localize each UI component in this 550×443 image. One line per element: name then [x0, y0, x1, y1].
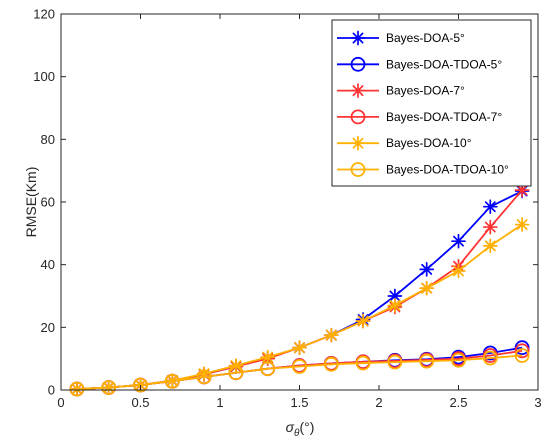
data-point: [323, 327, 339, 343]
y-tick-label: 60: [41, 195, 55, 210]
marker-stroke: [421, 263, 433, 275]
y-axis-label: RMSE(Km): [23, 167, 39, 238]
x-tick-label: 1.5: [290, 395, 308, 410]
marker-stroke: [484, 221, 496, 233]
data-point: [514, 217, 530, 232]
x-axis-label-sub: θ: [294, 428, 300, 439]
marker-stroke: [352, 137, 364, 149]
x-tick-label: 0: [57, 395, 64, 410]
data-point: [419, 353, 435, 369]
x-tick-label: 2: [375, 395, 382, 410]
data-point: [419, 280, 435, 296]
legend-marker: [350, 30, 366, 46]
legend-item-2: Bayes-DOA-TDOA-5°: [337, 56, 502, 72]
legend-marker: [350, 83, 366, 98]
data-point: [228, 365, 244, 381]
x-axis-label-main: σ: [286, 419, 295, 435]
x-axis-label-unit: (°): [299, 419, 314, 435]
data-point: [355, 355, 371, 371]
legend-item-6: Bayes-DOA-TDOA-10°: [337, 162, 509, 177]
marker-stroke: [294, 342, 305, 354]
legend-label: Bayes-DOA-10°: [386, 136, 472, 150]
data-point: [451, 352, 466, 368]
marker-stroke: [453, 265, 464, 277]
data-point: [482, 238, 498, 254]
labels-layer: RMSE(Km) σθ(°): [23, 167, 314, 439]
y-tick-label: 0: [48, 383, 55, 398]
legend-item-1: Bayes-DOA-5°: [337, 30, 465, 46]
legend-label: Bayes-DOA-5°: [386, 31, 465, 45]
legend-label: Bayes-DOA-7°: [386, 84, 465, 98]
data-point: [514, 343, 530, 359]
x-tick-label: 3: [534, 395, 541, 410]
legend-label: Bayes-DOA-TDOA-5°: [386, 57, 502, 71]
data-point: [387, 298, 403, 313]
data-point: [482, 219, 498, 235]
x-tick-label: 2.5: [449, 395, 467, 410]
marker-stroke: [421, 282, 433, 294]
marker-stroke: [484, 201, 496, 213]
data-point: [451, 263, 466, 279]
data-point: [133, 377, 148, 393]
data-point: [387, 354, 403, 370]
y-tick-label: 20: [41, 320, 55, 335]
x-tick-label: 0.5: [131, 395, 149, 410]
data-point: [260, 349, 276, 365]
data-point: [482, 199, 498, 215]
marker-stroke: [357, 315, 369, 327]
axes-layer: 0 0.5 1 1.5 2 2.5 3 0 20 40 60 80 100 120: [33, 7, 541, 411]
data-point: [292, 359, 307, 374]
series-line: [76, 354, 523, 390]
legend-marker: [350, 135, 366, 151]
data-point: [101, 380, 117, 395]
x-axis-label: σθ(°): [286, 419, 315, 439]
y-tick-label: 40: [41, 257, 55, 272]
data-point: [514, 348, 530, 363]
marker-stroke: [484, 240, 496, 252]
y-tick-label: 120: [33, 7, 55, 22]
marker-stroke: [516, 219, 528, 231]
marker-stroke: [389, 299, 401, 311]
marker-stroke: [516, 184, 528, 196]
data-point: [292, 340, 307, 356]
data-point: [196, 369, 212, 385]
marker-stroke: [352, 32, 364, 44]
series-6: [69, 348, 530, 397]
legend-item-5: Bayes-DOA-10°: [337, 135, 472, 151]
legend-item-4: Bayes-DOA-TDOA-7°: [337, 109, 502, 125]
data-point: [260, 361, 276, 377]
data-point: [164, 373, 180, 389]
legend-box: [331, 19, 532, 187]
marker-stroke: [453, 235, 464, 247]
legend-marker: [350, 109, 366, 125]
data-point: [69, 381, 85, 397]
y-tick-label: 100: [33, 69, 55, 84]
marker-stroke: [352, 85, 364, 97]
data-point: [451, 233, 466, 249]
data-point: [419, 262, 435, 277]
legend: Bayes-DOA-5° Bayes-DOA-TDOA-5° Bayes-DOA-7…: [331, 19, 532, 187]
legend-marker: [350, 56, 366, 72]
marker-stroke: [325, 329, 337, 341]
y-tick-label: 80: [41, 132, 55, 147]
legend-label: Bayes-DOA-TDOA-7°: [386, 110, 502, 124]
legend-item-3: Bayes-DOA-7°: [337, 83, 465, 98]
x-tick-label: 1: [216, 395, 223, 410]
legend-label: Bayes-DOA-TDOA-10°: [386, 163, 509, 177]
data-point: [323, 356, 339, 372]
marker-stroke: [389, 290, 401, 302]
data-point: [355, 313, 371, 329]
legend-marker: [350, 162, 366, 177]
data-point: [482, 350, 498, 366]
marker-stroke: [262, 351, 274, 363]
